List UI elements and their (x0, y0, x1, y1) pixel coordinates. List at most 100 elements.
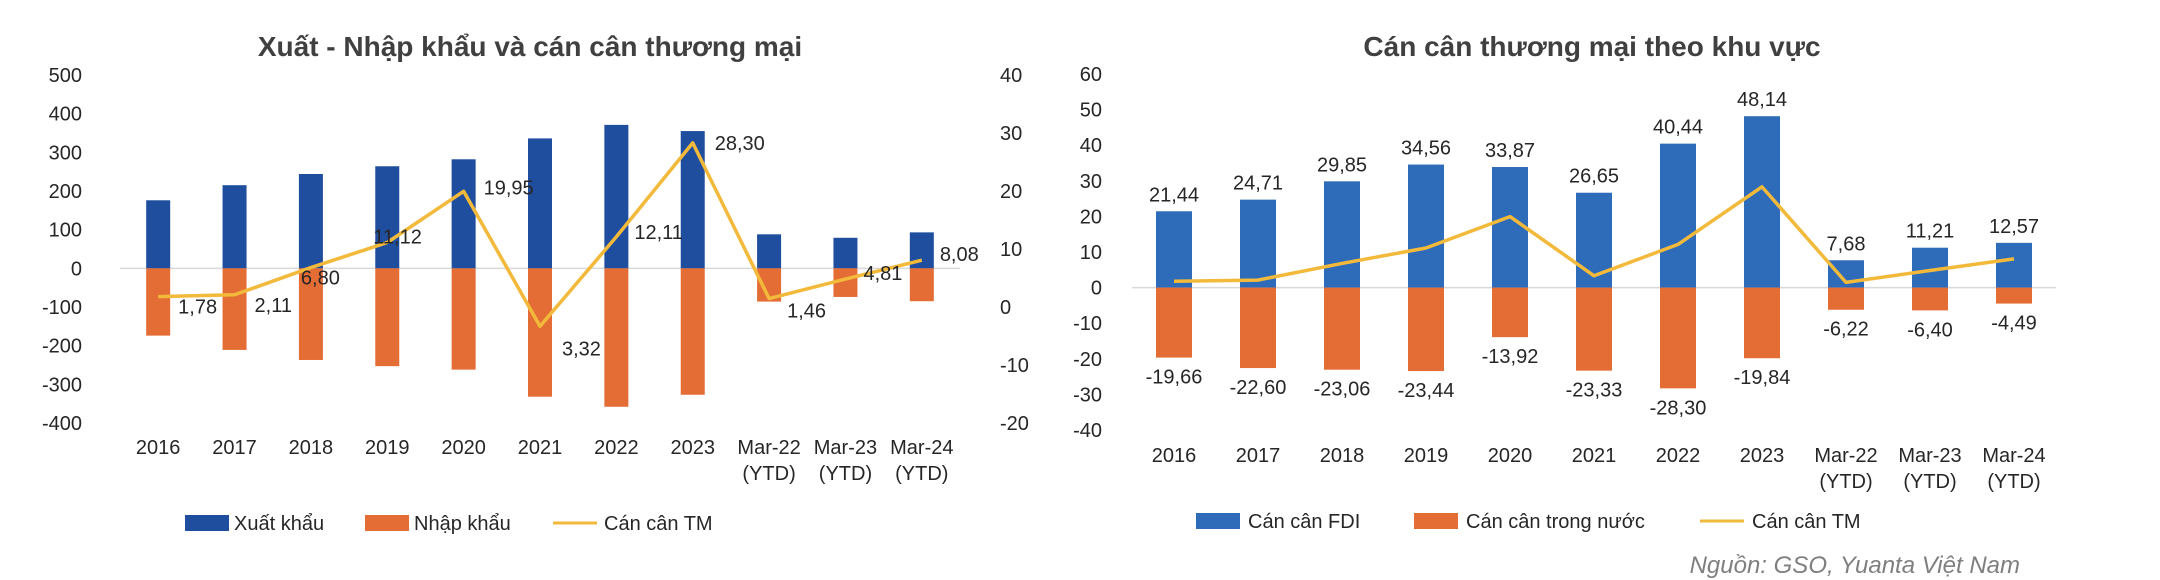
bar-domestic (1492, 287, 1528, 338)
bar-export (298, 173, 323, 269)
fdi-data-label: 40,44 (1653, 117, 1703, 139)
y-left-tick: 0 (71, 258, 82, 280)
chart2-data-labels: 21,44 -19,66 24,71 -22,60 29,85 -23,06 34,56 -2… (1146, 89, 2039, 419)
chart1-y-right-axis: -20 -10 0 10 20 30 40 (1000, 65, 1029, 435)
bar-import (298, 268, 323, 360)
bar-domestic (1996, 287, 2032, 304)
bar-export (451, 159, 476, 269)
bar-domestic (1156, 287, 1192, 358)
bar-domestic (1240, 287, 1276, 369)
chart2-balance-line (1173, 185, 2015, 285)
balance-data-label: 12,11 (634, 222, 683, 244)
y-left-tick: 500 (49, 65, 82, 87)
balance-data-label: 3,32 (562, 338, 601, 360)
category-label: 2019 (1404, 445, 1449, 467)
bar-import (451, 268, 476, 370)
y-tick: -20 (1073, 349, 1102, 371)
bar-domestic (1912, 287, 1948, 311)
y-right-tick: 20 (1000, 181, 1022, 203)
bar-import (375, 268, 400, 367)
legend-label-import: Nhập khẩu (414, 513, 511, 535)
chart2-bars (1156, 116, 2032, 389)
y-tick: -40 (1073, 420, 1102, 442)
y-right-tick: 40 (1000, 65, 1022, 87)
balance-data-label: 11,12 (373, 227, 422, 249)
category-label: 2021 (1572, 445, 1617, 467)
fdi-data-label: 29,85 (1317, 154, 1367, 176)
bar-export (833, 237, 858, 269)
legend-label-balance: Cán cân TM (604, 513, 713, 535)
y-tick: 50 (1080, 100, 1102, 122)
bar-import (909, 268, 934, 302)
balance-data-label: 28,30 (715, 133, 765, 155)
y-tick: 10 (1080, 242, 1102, 264)
bar-fdi (1996, 242, 2032, 288)
bar-domestic (1828, 287, 1864, 310)
category-label: 2018 (1320, 445, 1365, 467)
legend-label-export: Xuất khẩu (234, 513, 324, 535)
category-label: Mar-22 (737, 437, 800, 459)
category-label: Mar-23 (1898, 445, 1961, 467)
legend-swatch-fdi (1196, 513, 1240, 529)
category-label: (YTD) (819, 463, 872, 485)
balance-data-label: 19,95 (484, 177, 534, 199)
chart2-y-axis: -40 -30 -20 -10 0 10 20 30 40 50 60 (1073, 64, 1102, 442)
y-tick: 0 (1091, 278, 1102, 300)
chart1-balance-line (158, 141, 923, 329)
category-label: 2017 (212, 437, 257, 459)
chart1-legend: Xuất khẩu Nhập khẩu Cán cân TM (185, 513, 713, 535)
legend-swatch-domestic (1414, 513, 1458, 529)
chart1-bars (146, 124, 934, 407)
bar-export (757, 234, 782, 269)
balance-data-label: 1,46 (787, 301, 826, 323)
domestic-data-label: -23,44 (1398, 380, 1455, 402)
y-left-tick: 300 (49, 142, 82, 164)
chart1-title: Xuất - Nhập khẩu và cán cân thương mại (258, 31, 802, 62)
fdi-data-label: 24,71 (1233, 173, 1283, 195)
chart-export-import: Xuất - Nhập khẩu và cán cân thương mại -… (42, 31, 1029, 535)
y-right-tick: 10 (1000, 239, 1022, 261)
fdi-data-label: 21,44 (1149, 184, 1199, 206)
chart1-y-left-axis: -400 -300 -200 -100 0 100 200 300 400 500 (42, 65, 82, 435)
bar-domestic (1660, 287, 1696, 389)
fdi-data-label: 11,21 (1906, 221, 1955, 243)
category-label: 2018 (289, 437, 334, 459)
legend-label-domestic: Cán cân trong nước (1466, 511, 1645, 533)
balance-data-label: 1,78 (178, 297, 217, 319)
chart-balance-by-sector: Cán cân thương mại theo khu vực -40 -30 -2… (1073, 31, 2056, 533)
bar-fdi (1156, 211, 1192, 288)
bar-domestic (1744, 287, 1780, 359)
bar-import (528, 268, 552, 397)
category-label: (YTD) (1819, 471, 1872, 493)
y-right-tick: 30 (1000, 123, 1022, 145)
y-right-tick: -10 (1000, 355, 1029, 377)
category-label: 2020 (441, 437, 486, 459)
bar-fdi (1324, 181, 1360, 288)
y-tick: 20 (1080, 206, 1102, 228)
y-left-tick: 100 (49, 220, 82, 242)
category-label: (YTD) (742, 463, 795, 485)
bar-fdi (1492, 167, 1528, 288)
domestic-data-label: -19,84 (1734, 367, 1791, 389)
bar-fdi (1408, 164, 1444, 288)
category-label: 2022 (1656, 445, 1701, 467)
chart1-data-labels: 1,78 2,11 6,80 11,12 19,95 3,32 12,11 28,30 1,46… (178, 133, 979, 360)
y-left-tick: 200 (49, 181, 82, 203)
y-left-tick: -300 (42, 374, 82, 396)
bar-fdi (1576, 192, 1612, 288)
bar-import (604, 268, 629, 407)
legend-swatch-export (185, 515, 229, 531)
category-label: Mar-24 (890, 437, 953, 459)
y-tick: -30 (1073, 384, 1102, 406)
bar-export (222, 185, 247, 269)
chart1-category-labels: 2016 2017 2018 2019 2020 2021 2022 2023 Mar-22 (Y… (136, 437, 954, 485)
balance-data-label: 2,11 (255, 295, 292, 317)
domestic-data-label: -6,40 (1907, 319, 1953, 341)
bar-export (146, 200, 171, 269)
bar-domestic (1324, 287, 1360, 370)
y-tick: 30 (1080, 171, 1102, 193)
bar-import (680, 268, 705, 395)
source-note: Nguồn: GSO, Yuanta Việt Nam (1690, 552, 2020, 579)
category-label: (YTD) (1903, 471, 1956, 493)
